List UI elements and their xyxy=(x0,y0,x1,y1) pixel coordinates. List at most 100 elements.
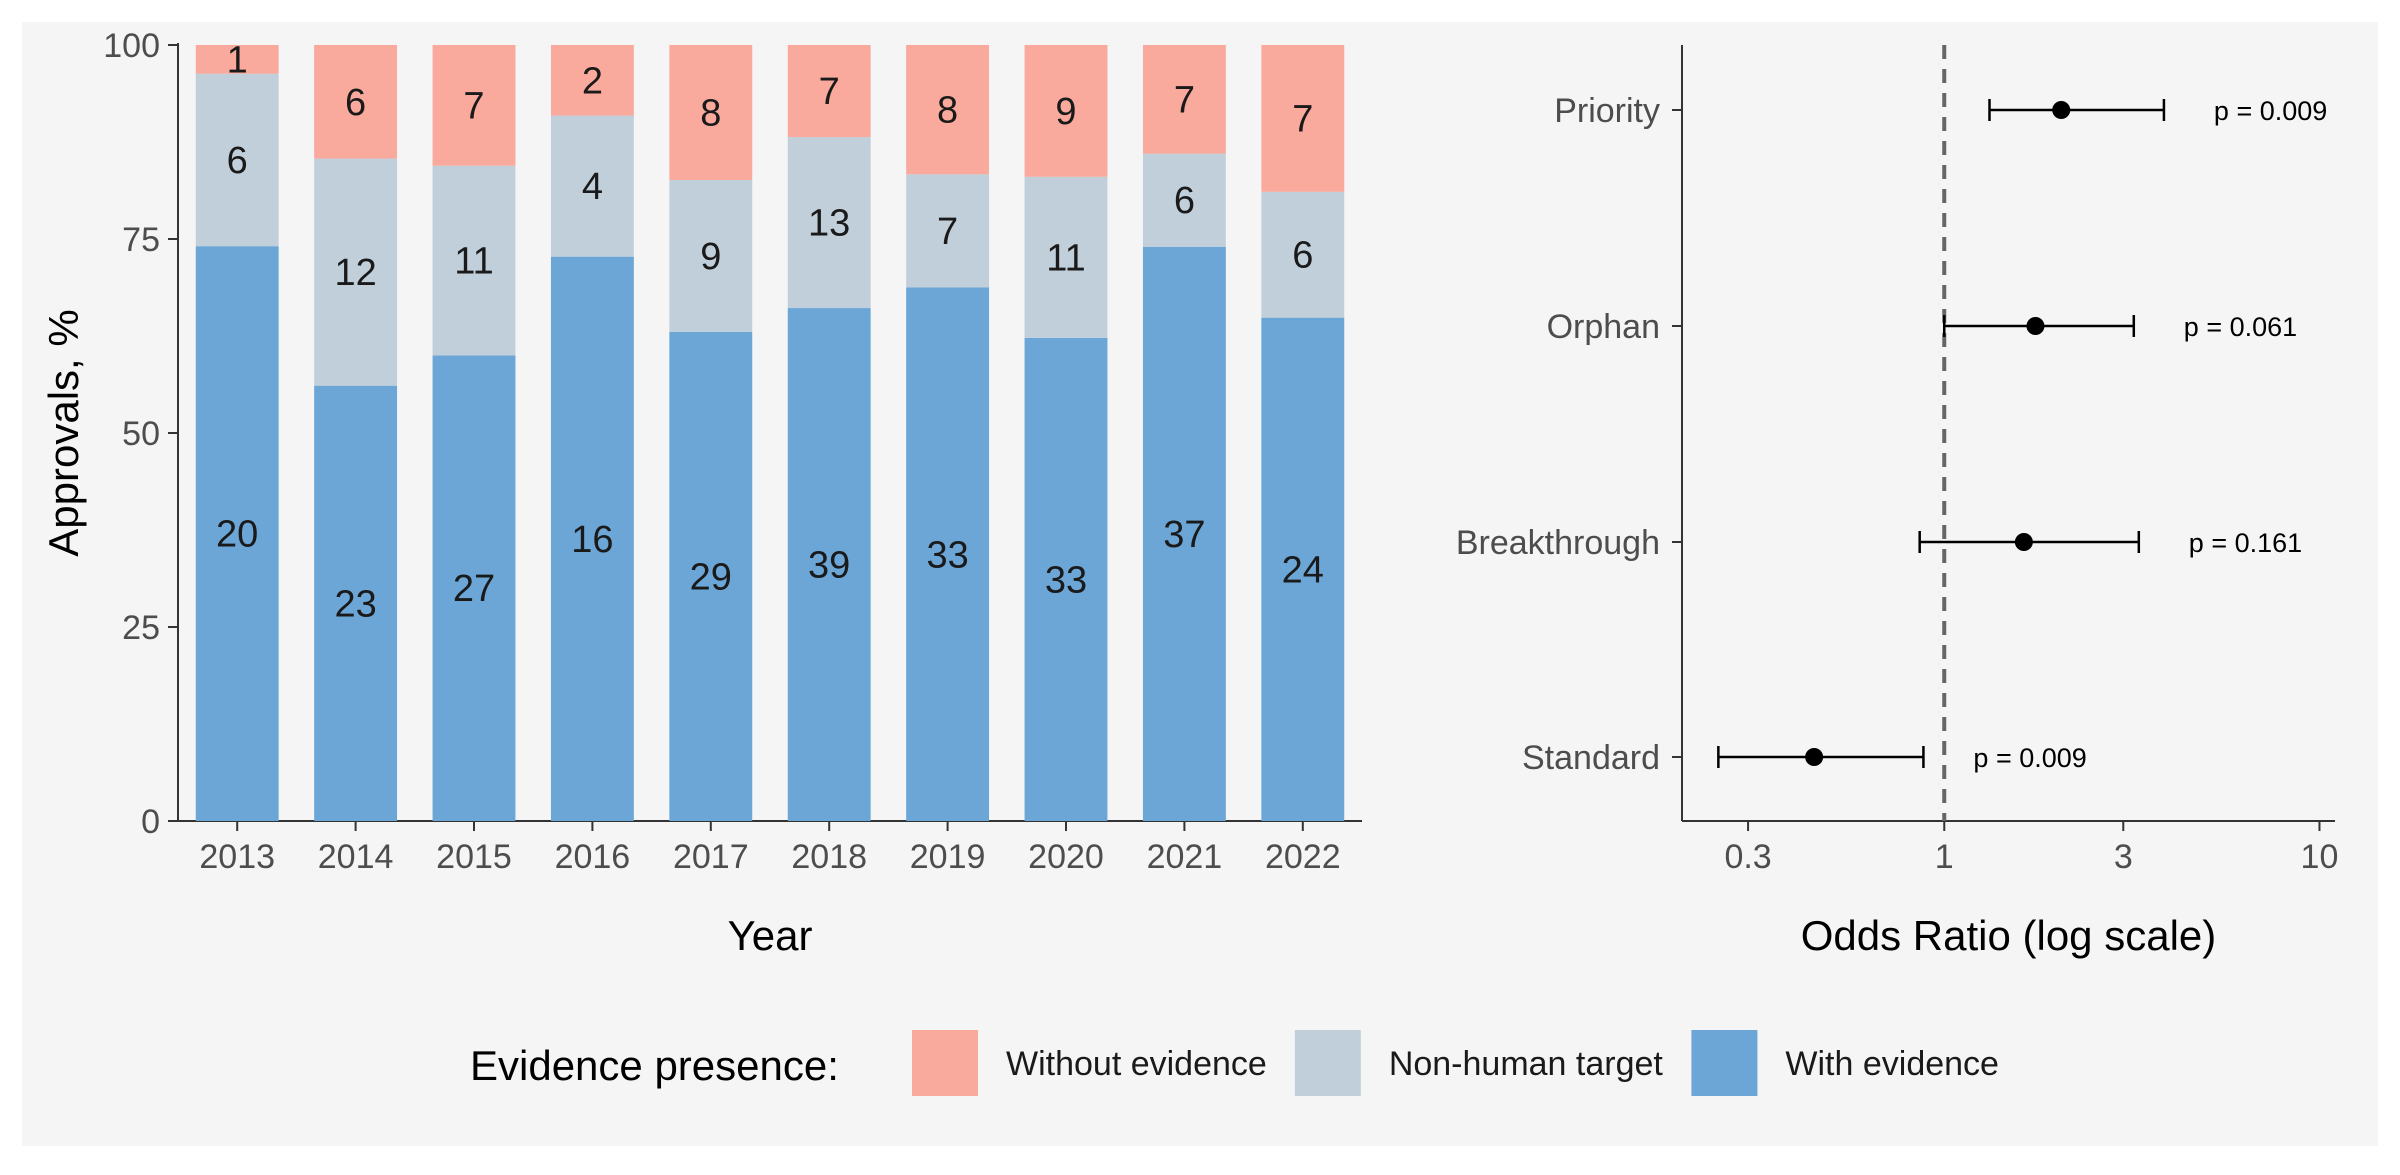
forest-category-label: Breakthrough xyxy=(1456,524,1660,562)
x-tick-label: 2016 xyxy=(555,838,631,876)
estimate-point xyxy=(1805,748,1824,766)
bar-segment xyxy=(432,165,516,356)
bar-segment-label: 11 xyxy=(454,241,493,283)
bar-segment xyxy=(314,45,398,159)
bar-segment-label: 20 xyxy=(216,514,258,556)
bar-segment xyxy=(550,115,634,257)
legend-label: Non-human target xyxy=(1389,1045,1664,1083)
y-tick-label: 75 xyxy=(122,221,160,259)
bar-segment xyxy=(314,385,398,821)
bar-segment-label: 33 xyxy=(926,534,968,576)
bar-segment-label: 37 xyxy=(1163,514,1205,556)
bar-segment-label: 12 xyxy=(334,252,376,294)
bar-segment xyxy=(432,355,516,821)
bar-segment-label: 9 xyxy=(700,236,721,278)
bar-segment-label: 29 xyxy=(690,556,732,598)
p-value-label: p = 0.161 xyxy=(2189,528,2302,558)
x-tick-label: 2018 xyxy=(791,838,867,876)
estimate-point xyxy=(2026,317,2045,335)
bar-segment-label: 27 xyxy=(453,568,495,610)
bar-segment xyxy=(669,331,753,821)
forest-x-tick-label: 10 xyxy=(2301,838,2339,876)
x-tick-label: 2014 xyxy=(318,838,394,876)
bar-segment xyxy=(1142,153,1226,247)
bar-segment xyxy=(314,158,398,386)
stacked-bar-chart: 0255075100206120132312620142711720151642… xyxy=(40,27,1362,959)
bar-segment-label: 7 xyxy=(1292,98,1313,140)
bar-segment xyxy=(1142,45,1226,154)
legend: Evidence presence: Without evidence Non-h… xyxy=(470,1030,1999,1096)
bar-segment xyxy=(432,45,516,166)
bar-segment xyxy=(550,45,634,116)
legend-swatch xyxy=(1294,1030,1361,1096)
y-tick-label: 50 xyxy=(122,415,160,453)
y-tick-label: 25 xyxy=(122,609,160,647)
bar-segment-label: 7 xyxy=(463,85,484,127)
estimate-point xyxy=(2014,533,2033,551)
p-value-label: p = 0.009 xyxy=(2214,96,2327,126)
p-value-label: p = 0.061 xyxy=(2184,312,2297,342)
x-axis-title: Year xyxy=(728,912,813,959)
bar-segment xyxy=(669,45,753,180)
x-tick-label: 2022 xyxy=(1265,838,1341,876)
forest-x-tick-label: 0.3 xyxy=(1724,838,1771,876)
bar-segment xyxy=(195,246,279,821)
bar-segment xyxy=(1024,45,1108,177)
bar-segment-label: 11 xyxy=(1046,237,1085,279)
bar-segment xyxy=(787,45,871,138)
bar-segment xyxy=(195,45,279,74)
legend-title: Evidence presence: xyxy=(470,1042,839,1089)
legend-label: With evidence xyxy=(1785,1045,1999,1083)
forest-x-tick-label: 1 xyxy=(1935,838,1954,876)
forest-category-label: Orphan xyxy=(1547,308,1660,346)
x-tick-label: 2013 xyxy=(199,838,275,876)
bar-segment-label: 24 xyxy=(1282,549,1324,591)
bar-segment xyxy=(195,73,279,247)
bar-segment-label: 16 xyxy=(571,519,613,561)
bar-segment xyxy=(906,287,990,821)
forest-plot: 0.3 1 3 10 Priority p = 0.009 Orphan p = 0.061 B… xyxy=(1456,45,2339,959)
legend-label: Without evidence xyxy=(1006,1045,1267,1083)
bar-segment-label: 4 xyxy=(582,166,603,208)
bar-segment-label: 6 xyxy=(1174,180,1195,222)
x-tick-label: 2020 xyxy=(1028,838,1104,876)
forest-category-label: Standard xyxy=(1522,739,1660,777)
bar-segment-label: 8 xyxy=(937,90,958,132)
bar-segment xyxy=(550,256,634,821)
bar-segment xyxy=(1142,246,1226,821)
bar-segment xyxy=(1261,45,1345,192)
bar-segment-label: 7 xyxy=(937,211,958,253)
legend-swatch xyxy=(1691,1030,1758,1096)
forest-x-tick-label: 3 xyxy=(2114,838,2133,876)
bar-segment-label: 7 xyxy=(1174,79,1195,121)
bar-segment-label: 1 xyxy=(227,39,248,81)
bar-segment-label: 7 xyxy=(819,71,840,113)
bar-segment xyxy=(669,179,753,332)
estimate-point xyxy=(2052,101,2071,119)
x-tick-label: 2015 xyxy=(436,838,512,876)
bar-segment xyxy=(1024,176,1108,338)
p-value-label: p = 0.009 xyxy=(1973,743,2086,773)
bar-segment xyxy=(906,45,990,175)
bar-segment-label: 39 xyxy=(808,545,850,587)
x-tick-label: 2021 xyxy=(1147,838,1223,876)
forest-x-axis-title: Odds Ratio (log scale) xyxy=(1801,912,2217,959)
bar-segment xyxy=(787,308,871,821)
bar-segment-label: 6 xyxy=(345,82,366,124)
y-tick-label: 0 xyxy=(141,803,160,841)
bar-segment-label: 13 xyxy=(808,203,850,245)
x-tick-label: 2019 xyxy=(910,838,986,876)
bar-segment-label: 6 xyxy=(227,140,248,182)
bar-segment-label: 2 xyxy=(582,60,603,102)
y-axis-title: Approvals, % xyxy=(40,309,87,556)
bar-segment xyxy=(906,174,990,288)
bar-segment xyxy=(1261,317,1345,821)
bar-segment-label: 23 xyxy=(334,583,376,625)
bar-segment-label: 6 xyxy=(1292,235,1313,277)
x-tick-label: 2017 xyxy=(673,838,749,876)
legend-swatch xyxy=(912,1030,978,1096)
y-tick-label: 100 xyxy=(103,27,160,65)
bar-segment xyxy=(1261,191,1345,318)
